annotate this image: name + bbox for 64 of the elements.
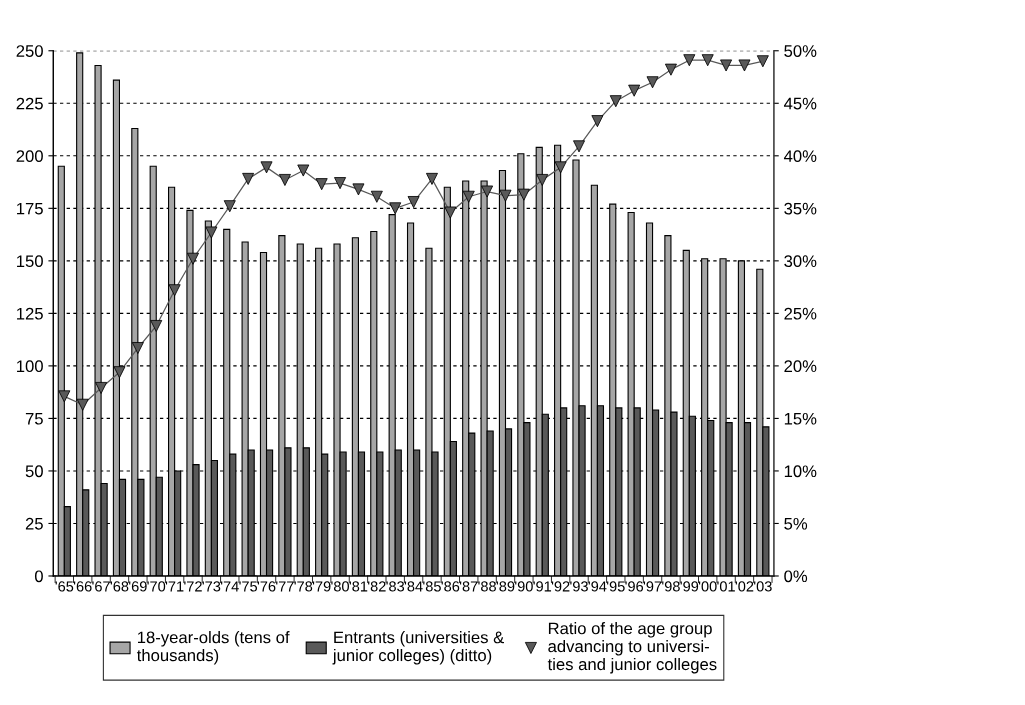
x-tick-label: '89 (496, 581, 515, 592)
x-tick-label: '91 (533, 581, 552, 592)
legend-label: 18-year-olds (tens of thousands) (136, 631, 290, 665)
y-tick-label: 50 (25, 465, 43, 478)
x-tick-label: '85 (423, 581, 441, 592)
y2-tick-label: 10% (784, 465, 817, 478)
y-tick-label: 175 (17, 202, 43, 215)
y2-tick-label: 30% (784, 255, 817, 268)
x-tick-label: '88 (478, 581, 496, 592)
x-tick-label: '78 (294, 581, 313, 592)
x-tick-label: '93 (570, 581, 588, 592)
x-tick-label: '92 (551, 581, 570, 592)
x-tick-label: '74 (221, 581, 239, 592)
legend-label: Entrants (universities & junior colleges) (ditto) (332, 631, 504, 665)
x-tick-label: '66 (73, 581, 92, 592)
y2-tick-label: 40% (783, 150, 817, 163)
x-tick-label: '03 (754, 581, 772, 592)
x-tick-label: '84 (404, 581, 423, 592)
x-tick-label: '82 (368, 581, 386, 592)
x-tick-label: '96 (625, 581, 644, 592)
y2-tick-label: 0% (784, 570, 808, 583)
x-tick-label: '94 (588, 581, 607, 592)
y-tick-label: 25 (25, 517, 43, 530)
y-tick-label: 150 (17, 255, 43, 268)
legend-label: Ratio of the age group advancing to universi- ties and junior colleges (547, 622, 717, 674)
x-tick-label: '71 (165, 581, 184, 592)
x-tick-label: '80 (331, 581, 349, 592)
x-tick-label: '65 (55, 581, 74, 592)
y2-tick-label: 35% (784, 202, 817, 215)
x-tick-label: '68 (110, 581, 129, 592)
y-tick-label: 225 (16, 97, 43, 110)
x-tick-label: '00 (698, 581, 717, 592)
y2-tick-label: 20% (784, 360, 817, 373)
x-tick-label: '02 (735, 581, 754, 592)
y2-tick-label: 15% (784, 412, 817, 425)
x-tick-label: '72 (184, 581, 202, 592)
x-tick-label: '67 (92, 581, 110, 592)
x-tick-label: '99 (680, 581, 699, 592)
x-tick-label: '98 (662, 581, 680, 592)
x-tick-label: '77 (276, 581, 294, 592)
x-tick-label: '76 (257, 581, 276, 592)
x-tick-label: '69 (129, 581, 147, 592)
y-tick-label: 200 (16, 150, 43, 163)
x-tick-label: '97 (643, 581, 662, 592)
x-tick-label: '75 (239, 581, 258, 592)
y2-tick-label: 25% (784, 307, 817, 320)
y-tick-label: 100 (17, 360, 43, 373)
x-tick-label: '83 (386, 581, 405, 592)
y-tick-label: 125 (17, 307, 43, 320)
x-tick-label: '86 (441, 581, 460, 592)
x-tick-label: '73 (202, 581, 221, 592)
x-tick-label: '87 (459, 581, 478, 592)
x-tick-label: '95 (607, 581, 625, 592)
y-tick-label: 250 (16, 45, 43, 57)
x-tick-label: '79 (312, 581, 331, 592)
x-tick-label: '01 (717, 581, 735, 592)
y-tick-label: 0 (34, 570, 43, 583)
y-tick-label: 75 (25, 412, 43, 425)
x-tick-label: '70 (147, 581, 166, 592)
y2-tick-label: 50% (784, 45, 817, 57)
x-tick-label: '90 (515, 581, 533, 592)
y2-tick-label: 45% (783, 97, 817, 110)
x-tick-label: '81 (349, 581, 368, 592)
y2-tick-label: 5% (784, 517, 808, 530)
